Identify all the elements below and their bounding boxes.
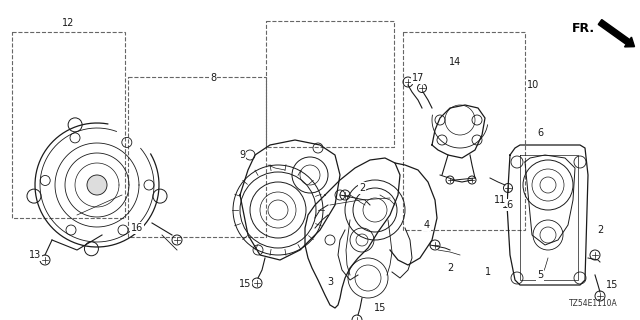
Text: 15: 15 <box>606 280 618 290</box>
Text: 1: 1 <box>485 267 491 277</box>
Text: FR.: FR. <box>572 21 595 35</box>
Text: 3: 3 <box>327 277 333 287</box>
Text: 2: 2 <box>597 225 603 235</box>
Text: 10: 10 <box>527 80 539 90</box>
FancyArrow shape <box>598 20 634 47</box>
Text: 14: 14 <box>449 57 461 67</box>
Text: 11: 11 <box>494 195 506 205</box>
Text: 6: 6 <box>537 128 543 138</box>
Text: 17: 17 <box>412 73 424 83</box>
Text: 13: 13 <box>29 250 41 260</box>
Bar <box>266 21 394 147</box>
Text: 16: 16 <box>131 223 143 233</box>
Text: 12: 12 <box>62 18 74 28</box>
Text: 8: 8 <box>210 73 216 83</box>
Text: 4: 4 <box>424 220 430 230</box>
Text: 9: 9 <box>239 150 245 160</box>
Text: 5: 5 <box>537 270 543 280</box>
Bar <box>12 32 125 218</box>
Text: 15: 15 <box>374 303 386 313</box>
Bar <box>128 77 266 237</box>
Text: 15: 15 <box>239 279 251 289</box>
Circle shape <box>87 175 107 195</box>
Bar <box>403 32 525 230</box>
Text: 16: 16 <box>502 200 514 210</box>
Text: 2: 2 <box>359 183 365 193</box>
Text: 2: 2 <box>447 263 453 273</box>
Text: TZ54E1110A: TZ54E1110A <box>569 299 618 308</box>
